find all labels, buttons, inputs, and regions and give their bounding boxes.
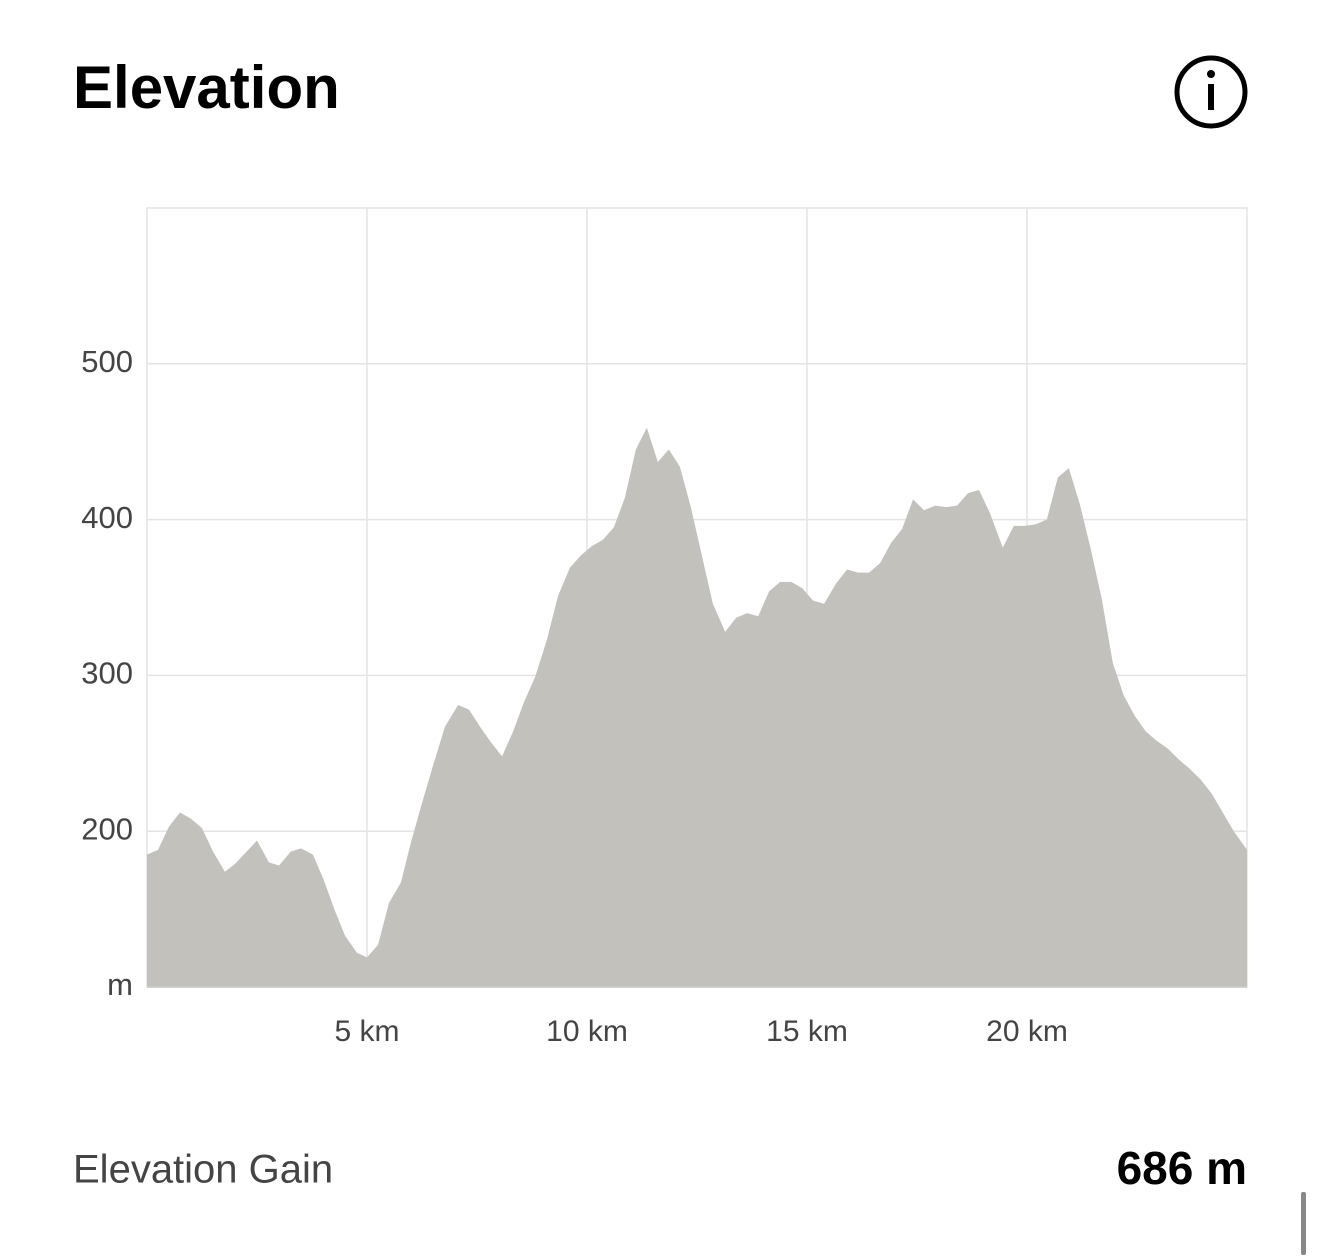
scrollbar xyxy=(1301,1192,1306,1255)
info-circle[interactable] xyxy=(1174,55,1248,129)
x-tick-label: 15 km xyxy=(766,1015,848,1048)
y-tick-label: 400 xyxy=(81,500,133,535)
x-tick-label: 10 km xyxy=(546,1015,628,1048)
gain-value: 686 m xyxy=(1117,1142,1247,1194)
y-tick-label: 200 xyxy=(81,811,133,846)
info-dot[interactable] xyxy=(1207,70,1215,78)
x-tick-label: 20 km xyxy=(986,1015,1068,1048)
x-tick-label: 5 km xyxy=(334,1015,399,1048)
title: Elevation xyxy=(73,54,340,121)
info-bar[interactable] xyxy=(1208,84,1214,110)
y-tick-label: m xyxy=(107,967,133,1002)
elevation-area xyxy=(147,427,1247,988)
gain-label: Elevation Gain xyxy=(73,1148,333,1192)
y-tick-label: 500 xyxy=(81,344,133,379)
info-icon[interactable] xyxy=(1174,55,1248,129)
y-tick-label: 300 xyxy=(81,656,133,691)
plot: m 200 300 400 500 5 km 10 km 15 km 20 km xyxy=(81,208,1247,1048)
